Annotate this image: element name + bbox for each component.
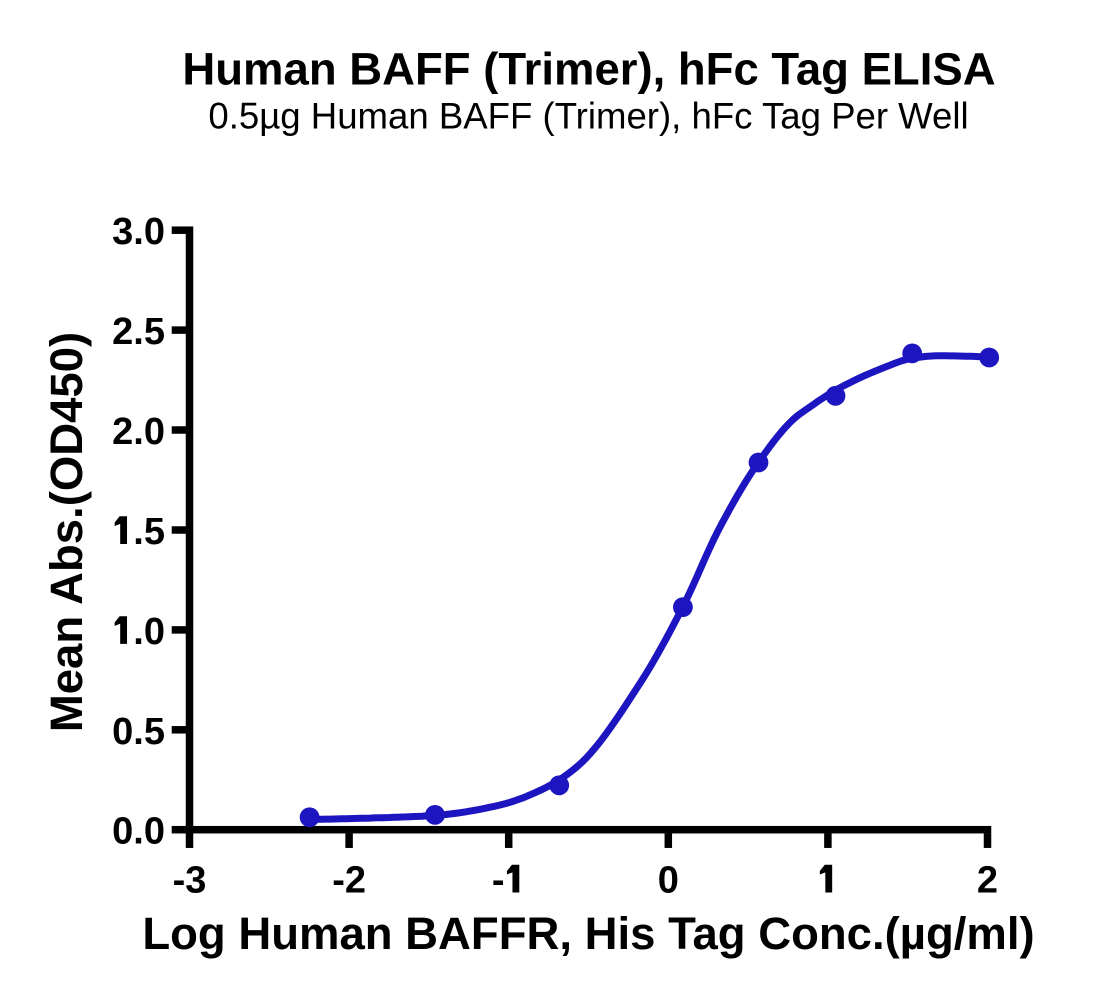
svg-text:-3: -3 <box>173 860 207 902</box>
svg-text:2.0: 2.0 <box>112 411 165 453</box>
svg-text:.0: .0 <box>133 611 165 653</box>
svg-text:0.0: 0.0 <box>112 811 165 853</box>
svg-text:Log Human BAFFR, His Tag Conc.: Log Human BAFFR, His Tag Conc.(µg/ml) <box>142 908 1034 959</box>
svg-text:0: 0 <box>658 860 679 902</box>
svg-text:-: - <box>492 860 505 902</box>
svg-text:-2: -2 <box>332 860 366 902</box>
svg-text:2: 2 <box>977 860 998 902</box>
svg-text:Mean Abs.(OD450): Mean Abs.(OD450) <box>41 332 92 732</box>
svg-text:2.5: 2.5 <box>112 311 165 353</box>
svg-text:0.5: 0.5 <box>112 711 165 753</box>
svg-text:3.0: 3.0 <box>112 211 165 253</box>
svg-text:Human BAFF (Trimer), hFc Tag E: Human BAFF (Trimer), hFc Tag ELISA <box>182 43 995 94</box>
svg-text:0.5µg Human BAFF (Trimer), hFc: 0.5µg Human BAFF (Trimer), hFc Tag Per W… <box>208 96 968 137</box>
svg-text:.5: .5 <box>133 511 165 553</box>
